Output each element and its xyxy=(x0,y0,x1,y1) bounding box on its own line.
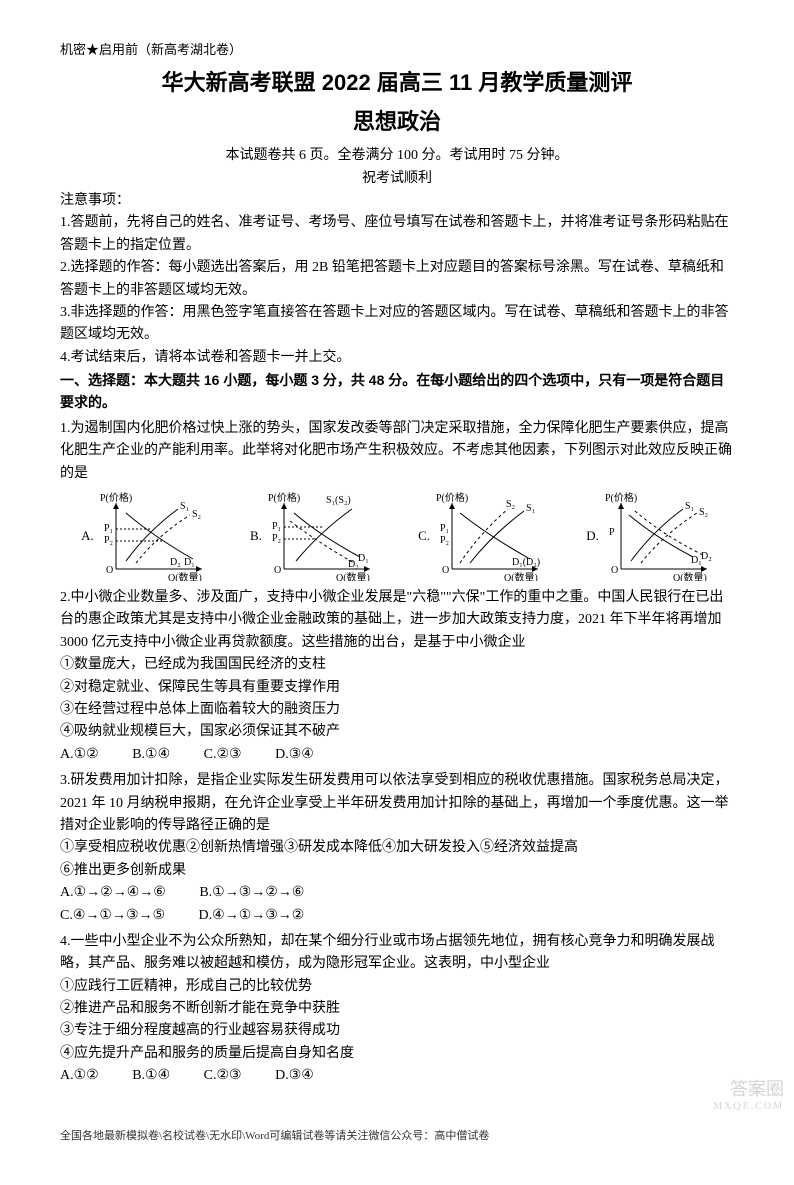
q1-option-b: B. P(价格) O Q(数量) S₁(S₂) P₁ P₂ D₁ D₂ xyxy=(250,491,376,581)
svg-text:P₁: P₁ xyxy=(104,523,113,534)
notice-item: 3.非选择题的作答：用黑色签字笔直接答在答题卡上对应的答题区域内。写在试卷、草稿… xyxy=(60,302,734,347)
q2-options: A.①② B.①④ C.②③ D.③④ xyxy=(60,744,734,766)
watermark-main: 答案圈 xyxy=(713,1079,784,1101)
q2-item: ①数量庞大，已经成为我国国民经济的支柱 xyxy=(60,654,734,676)
svg-text:D₂: D₂ xyxy=(348,559,359,570)
q4-item: ①应践行工匠精神，形成自己的比较优势 xyxy=(60,976,734,998)
svg-text:P(价格): P(价格) xyxy=(268,491,300,504)
svg-text:D₁: D₁ xyxy=(358,553,369,564)
q1-option-a: A. P(价格) O Q(数量) S₁ S₂ P₁ P₂ D₁ D₂ xyxy=(81,491,208,581)
exam-info-line: 本试题卷共 6 页。全卷满分 100 分。考试用时 75 分钟。 xyxy=(60,145,734,167)
q4-option-a: A.①② xyxy=(60,1065,99,1087)
svg-text:P₂: P₂ xyxy=(440,535,449,546)
axis-x-label: Q(数量) xyxy=(168,571,202,581)
q4-item: ③专注于细分程度越高的行业越容易获得成功 xyxy=(60,1020,734,1042)
q4-options: A.①② B.①④ C.②③ D.③④ xyxy=(60,1065,734,1087)
notice-item: 1.答题前，先将自己的姓名、准考证号、考场号、座位号填写在试卷和答题卡上，并将准… xyxy=(60,212,734,257)
svg-text:O: O xyxy=(442,565,449,576)
svg-text:S₁: S₁ xyxy=(180,501,189,512)
q1-option-c: C. P(价格) O Q(数量) S₂ S₁ P₁ P₂ D₁(D₂) xyxy=(418,491,544,581)
q1-label-b: B. xyxy=(250,526,262,547)
svg-text:O: O xyxy=(611,565,618,576)
watermark: 答案圈 MXQE.COM xyxy=(713,1079,784,1113)
svg-text:P₁: P₁ xyxy=(272,521,281,532)
notice-item: 4.考试结束后，请将本试卷和答题卡一并上交。 xyxy=(60,347,734,369)
q4-item: ④应先提升产品和服务的质量后提高自身知名度 xyxy=(60,1043,734,1065)
q2-item: ②对稳定就业、保障民生等具有重要支撑作用 xyxy=(60,677,734,699)
q3-option-a: A.①→②→④→⑥ xyxy=(60,882,166,904)
q2-option-d: D.③④ xyxy=(275,744,314,766)
q3-options-row1: A.①→②→④→⑥ B.①→③→②→⑥ xyxy=(60,882,734,904)
svg-text:P: P xyxy=(609,527,615,538)
svg-text:S₁: S₁ xyxy=(685,501,694,512)
q3-option-b: B.①→③→②→⑥ xyxy=(199,882,304,904)
good-luck-line: 祝考试顺利 xyxy=(60,168,734,190)
svg-text:Q(数量): Q(数量) xyxy=(504,571,538,581)
q3-option-d: D.④→①→③→② xyxy=(199,905,305,927)
q1-chart-d: P(价格) O Q(数量) S₁ S₂ P D₁ D₂ xyxy=(603,491,713,581)
q1-label-d: D. xyxy=(586,526,599,547)
svg-text:D₁: D₁ xyxy=(184,557,195,568)
q1-chart-row: A. P(价格) O Q(数量) S₁ S₂ P₁ P₂ D₁ D₂ B. xyxy=(60,491,734,581)
notice-heading: 注意事项： xyxy=(60,190,734,212)
question-1-stem: 1.为遏制国内化肥价格过快上涨的势头，国家发改委等部门决定采取措施，全力保障化肥… xyxy=(60,418,734,485)
q3-item: ①享受相应税收优惠②创新热情增强③研发成本降低④加大研发投入⑤经济效益提高 xyxy=(60,837,734,859)
q4-option-d: D.③④ xyxy=(275,1065,314,1087)
exam-title-subject: 思想政治 xyxy=(60,104,734,139)
svg-text:S₂: S₂ xyxy=(506,499,515,510)
section-heading: 一、选择题：本大题共 16 小题，每小题 3 分，共 48 分。在每小题给出的四… xyxy=(60,369,734,414)
svg-text:D₁(D₂): D₁(D₂) xyxy=(512,557,540,568)
svg-text:P₂: P₂ xyxy=(104,535,113,546)
svg-text:S₁: S₁ xyxy=(526,503,535,514)
svg-text:O: O xyxy=(274,565,281,576)
svg-text:Q(数量): Q(数量) xyxy=(673,571,707,581)
q1-option-d: D. P(价格) O Q(数量) S₁ S₂ P D₁ D₂ xyxy=(586,491,713,581)
svg-text:O: O xyxy=(106,565,113,576)
q4-item: ②推进产品和服务不断创新才能在竞争中获胜 xyxy=(60,998,734,1020)
page-footer: 全国各地最新模拟卷\名校试卷\无水印\Word可编辑试卷等请关注微信公众号：高中… xyxy=(60,1128,734,1146)
q2-item: ③在经营过程中总体上面临着较大的融资压力 xyxy=(60,699,734,721)
q4-option-c: C.②③ xyxy=(204,1065,242,1087)
watermark-sub: MXQE.COM xyxy=(713,1101,784,1113)
q2-item: ④吸纳就业规模巨大，国家必须保证其不破产 xyxy=(60,721,734,743)
q2-option-b: B.①④ xyxy=(132,744,170,766)
q1-chart-a: P(价格) O Q(数量) S₁ S₂ P₁ P₂ D₁ D₂ xyxy=(98,491,208,581)
q3-item: ⑥推出更多创新成果 xyxy=(60,860,734,882)
notice-item: 2.选择题的作答：每小题选出答案后，用 2B 铅笔把答题卡上对应题目的答案标号涂… xyxy=(60,257,734,302)
q1-label-c: C. xyxy=(418,526,430,547)
svg-text:P(价格): P(价格) xyxy=(436,491,468,504)
svg-text:D₂: D₂ xyxy=(701,551,712,562)
exam-title-main: 华大新高考联盟 2022 届高三 11 月教学质量测评 xyxy=(60,65,734,100)
svg-text:Q(数量): Q(数量) xyxy=(336,571,370,581)
q4-option-b: B.①④ xyxy=(132,1065,170,1087)
q2-option-a: A.①② xyxy=(60,744,99,766)
axis-y-label: P(价格) xyxy=(100,491,132,504)
q1-chart-c: P(价格) O Q(数量) S₂ S₁ P₁ P₂ D₁(D₂) xyxy=(434,491,544,581)
q2-option-c: C.②③ xyxy=(204,744,242,766)
q3-options-row2: C.④→①→③→⑤ D.④→①→③→② xyxy=(60,905,734,927)
question-3-stem: 3.研发费用加计扣除，是指企业实际发生研发费用可以依法享受到相应的税收优惠措施。… xyxy=(60,770,734,837)
svg-text:P₁: P₁ xyxy=(440,523,449,534)
svg-text:S₁(S₂): S₁(S₂) xyxy=(326,495,351,506)
svg-text:S₂: S₂ xyxy=(699,507,708,518)
question-2-stem: 2.中小微企业数量多、涉及面广，支持中小微企业发展是"六稳""六保"工作的重中之… xyxy=(60,587,734,654)
q1-chart-b: P(价格) O Q(数量) S₁(S₂) P₁ P₂ D₁ D₂ xyxy=(266,491,376,581)
svg-text:S₂: S₂ xyxy=(192,509,201,520)
svg-text:P(价格): P(价格) xyxy=(605,491,637,504)
q1-label-a: A. xyxy=(81,526,94,547)
confidential-line: 机密★启用前（新高考湖北卷） xyxy=(60,40,734,61)
svg-text:P₂: P₂ xyxy=(272,533,281,544)
question-4-stem: 4.一些中小型企业不为公众所熟知，却在某个细分行业或市场占据领先地位，拥有核心竞… xyxy=(60,931,734,976)
q3-option-c: C.④→①→③→⑤ xyxy=(60,905,165,927)
svg-text:D₂: D₂ xyxy=(170,557,181,568)
